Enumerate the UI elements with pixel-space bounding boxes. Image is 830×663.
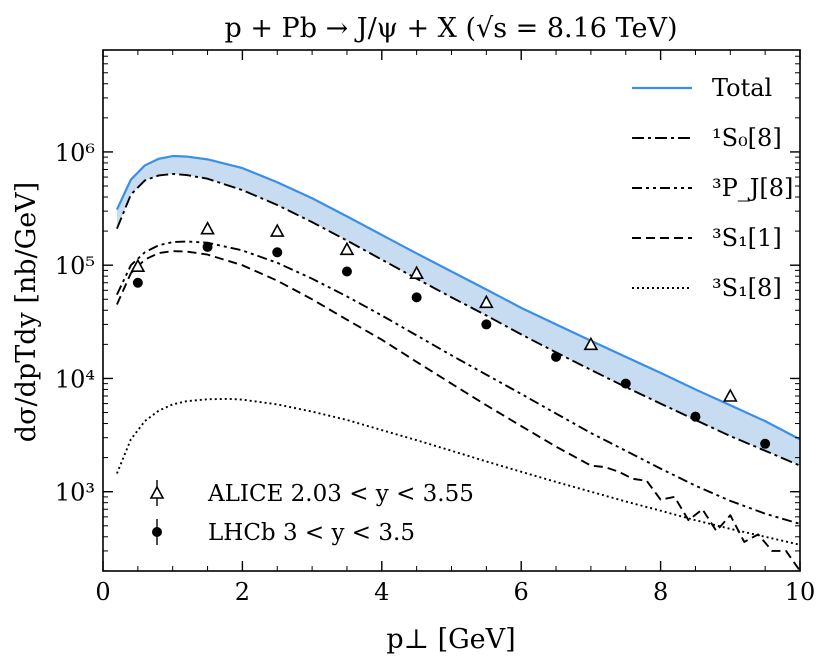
- data-point-ALICE: [583, 336, 599, 351]
- data-point-LHCb: [411, 292, 422, 303]
- series-line-¹S₀[8]: [116, 172, 800, 467]
- x-tick-label: 4: [374, 578, 389, 606]
- data-point-LHCb: [760, 438, 771, 449]
- series-line-³S₁[8]: [116, 397, 800, 546]
- data-point-LHCb: [272, 247, 283, 258]
- x-tick-label: 2: [235, 578, 250, 606]
- plot-series: [115, 154, 800, 571]
- legend-label-³S₁[8]: ³S₁[8]: [712, 274, 782, 302]
- y-tick-label: 10⁶: [55, 139, 95, 167]
- legend-label-³S₁[1]: ³S₁[1]: [712, 224, 782, 252]
- y-tick-label: 10⁵: [55, 252, 95, 280]
- plot-area: 0 2 4 6 8 10 10³ 10⁴ 10⁵ 10⁶: [55, 49, 816, 606]
- y-tick-label: 10⁴: [55, 365, 95, 393]
- data-point-ALICE: [409, 265, 424, 279]
- data-point-LHCb: [481, 319, 492, 330]
- chart-title: p + Pb → J/ψ + X (√s = 8.16 TeV): [224, 13, 677, 44]
- data-point-ALICE: [130, 258, 146, 272]
- data-point-ALICE: [339, 241, 355, 256]
- y-tick-label: 10³: [55, 479, 95, 507]
- data-point-LHCb: [620, 378, 631, 389]
- data-point-LHCb: [202, 241, 213, 252]
- legend-label-ALICE: ALICE 2.03 < y < 3.55: [207, 481, 474, 507]
- legend-label-Total: Total: [712, 74, 772, 102]
- data-point-LHCb: [551, 351, 562, 362]
- legend-label-³P_J[8]: ³P_J[8]: [712, 174, 793, 202]
- data-point-ALICE: [269, 223, 285, 237]
- legend-label-¹S₀[8]: ¹S₀[8]: [712, 124, 782, 152]
- data-point-ALICE: [479, 294, 494, 309]
- legend-marker-LHCb: [152, 527, 162, 537]
- legend-experiments: ALICE 2.03 < y < 3.55 LHCb 3 < y < 3.5: [149, 480, 474, 546]
- series-line-³P_J[8]: [116, 240, 800, 525]
- data-point-LHCb: [690, 411, 701, 422]
- y-axis-label: dσ/dpTdy [nb/GeV]: [11, 182, 42, 442]
- data-point-LHCb: [341, 266, 352, 277]
- legend-label-LHCb: LHCb 3 < y < 3.5: [208, 520, 415, 546]
- data-point-LHCb: [132, 277, 143, 288]
- series-line-³S₁[1]: [116, 250, 800, 571]
- legend-series: Total ¹S₀[8] ³P_J[8] ³S₁[1] ³S₁[8]: [632, 74, 793, 302]
- data-point-ALICE: [722, 388, 738, 402]
- x-tick-label: 8: [653, 578, 668, 606]
- x-tick-label: 10: [785, 578, 816, 606]
- data-point-ALICE: [200, 221, 215, 235]
- x-axis-label: p⊥ [GeV]: [386, 624, 515, 655]
- x-tick-label: 6: [514, 578, 529, 606]
- legend-marker-ALICE: [149, 485, 165, 499]
- series-line-Total: [115, 154, 800, 441]
- x-tick-label: 0: [95, 578, 110, 606]
